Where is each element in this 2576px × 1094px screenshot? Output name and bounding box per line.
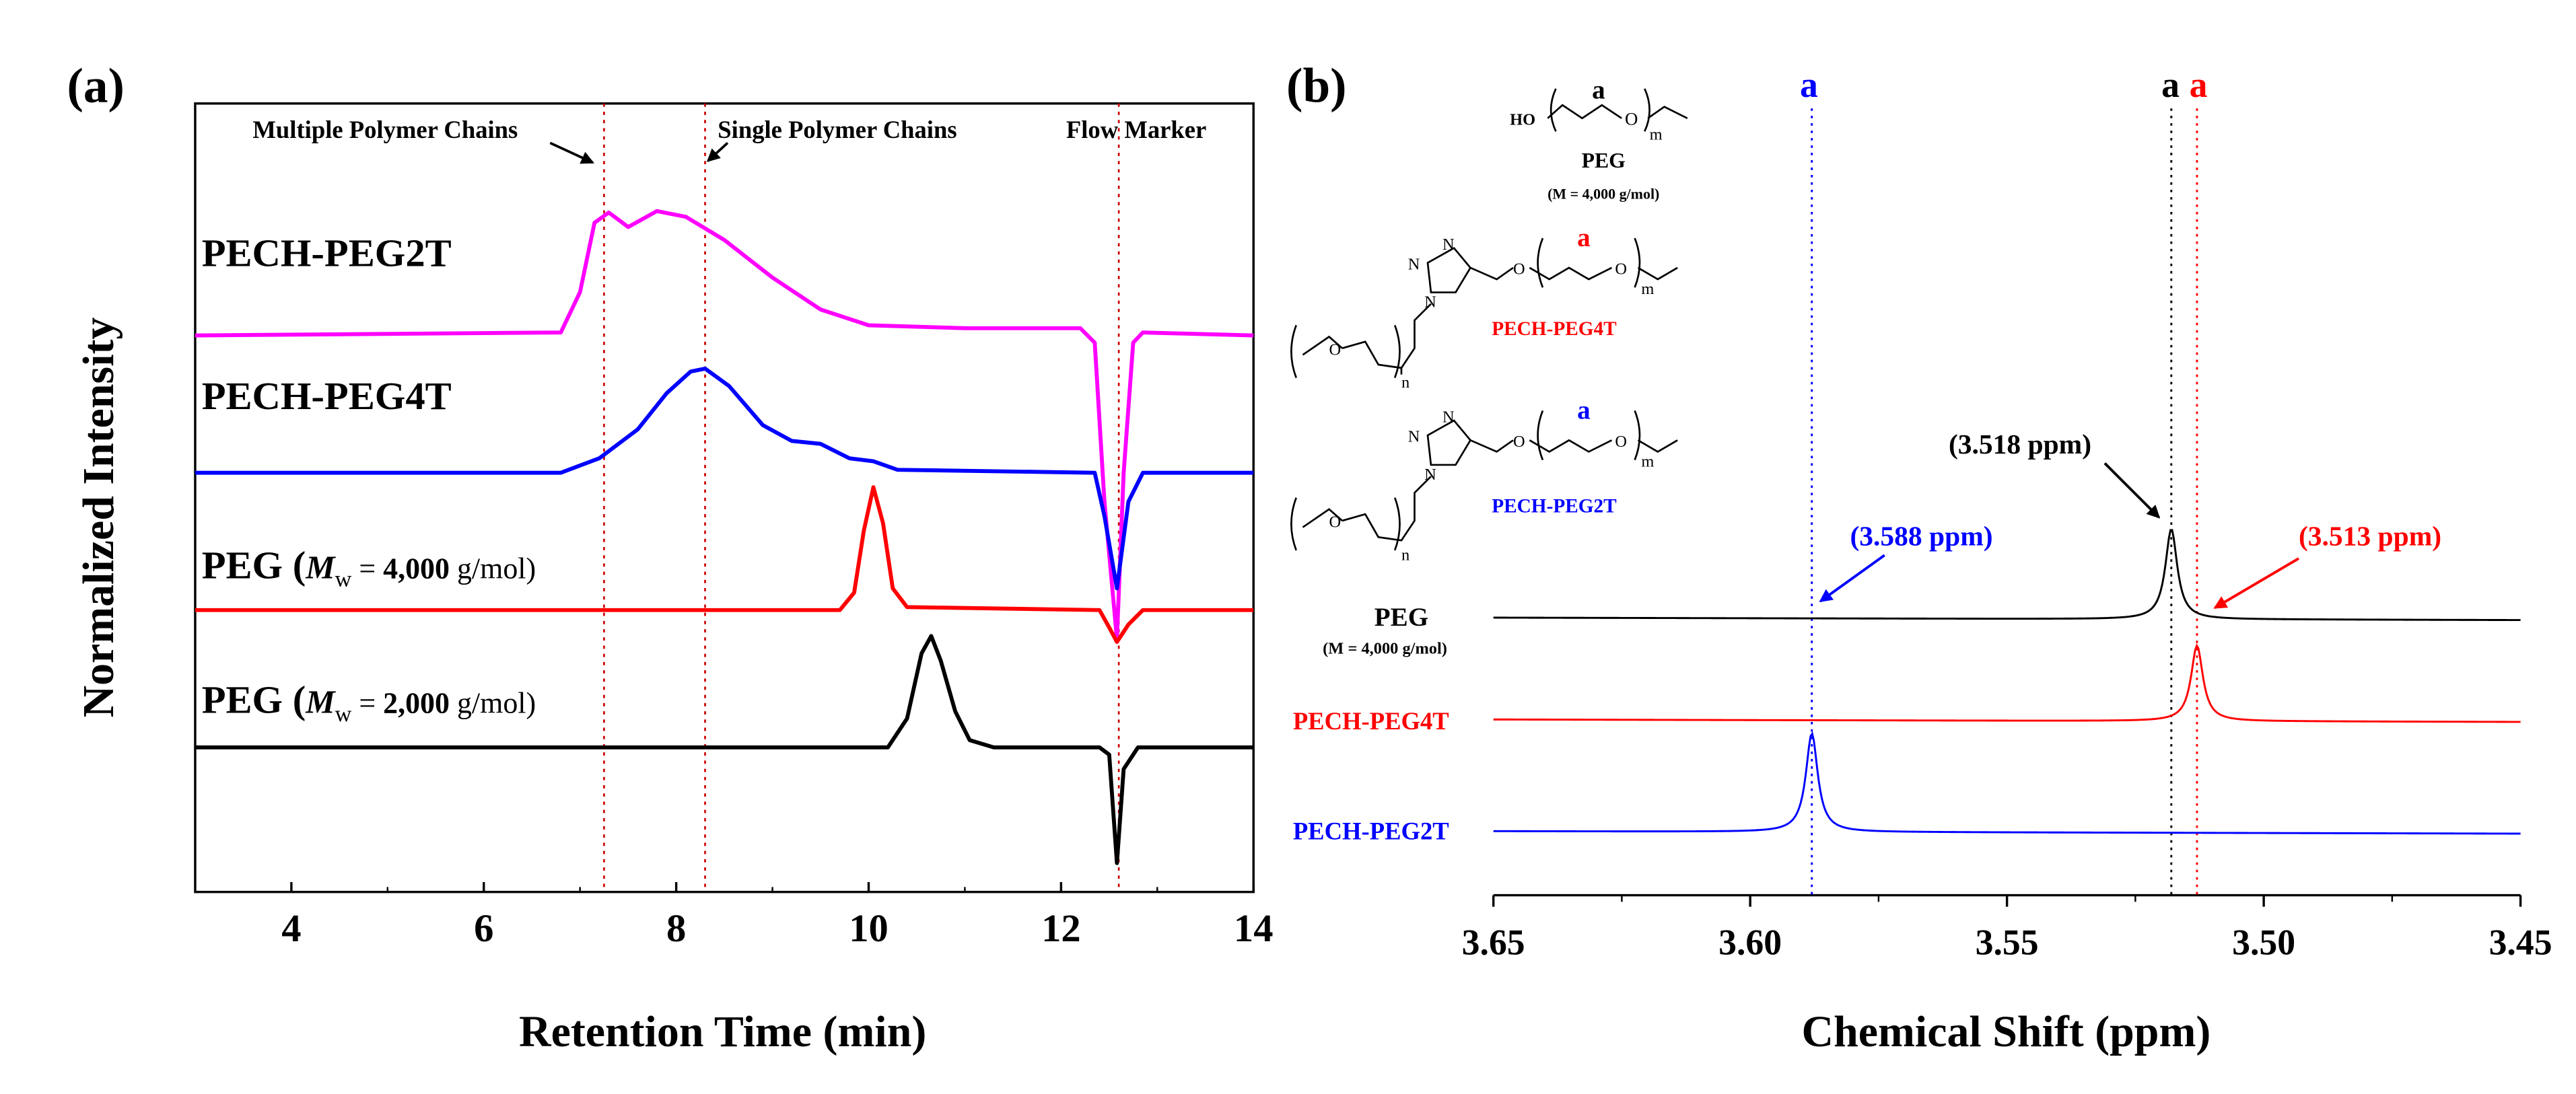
panel-a: (a) 4 6 8 10 12 14 Multiple Polymer Chains Si… [67,58,1274,1056]
flow-marker-label: Flow Marker [1066,116,1206,143]
structure-peg2t-n1: N [1408,428,1420,446]
trace-line [195,485,1254,645]
structure-peg2t-triazole [1426,419,1472,466]
x-tick-label: 3.45 [2489,922,2552,962]
panel-a-markers [603,103,1120,892]
structure-peg2t-a: a [1577,396,1591,425]
panel-b-label: (b) [1286,58,1347,112]
structure-peg2t-n2: N [1442,408,1455,426]
structure-peg2t-backbone-brackets [1290,497,1401,551]
structure-peg: HO O a m PEG (M = 4,000 g/mol) [1510,75,1688,202]
label-peg-4000: PEG (Mw = 4,000 g/mol) [202,543,536,591]
trace-line [195,634,1254,865]
ppm-3513-label: (3.513 ppm) [2299,521,2441,552]
label-pech-peg4t: PECH-PEG4T [202,374,452,418]
structure-peg2t-o1: O [1513,433,1525,451]
x-tick-label: 6 [474,906,493,950]
structure-peg2t-chain [1469,439,1678,453]
x-tick-label: 4 [281,906,301,950]
structure-peg2t-brackets [1537,410,1641,461]
structure-peg4t-triazole [1426,246,1472,293]
structure-peg4t-chain [1469,266,1678,281]
label-b-pech-peg2t: PECH-PEG2T [1293,817,1449,845]
structure-peg-ho: HO [1510,111,1535,129]
structure-peg4t-a: a [1577,223,1591,252]
panel-a-traces [195,209,1254,865]
trace-line [1493,643,2521,723]
structure-peg-bonds [1547,104,1688,120]
x-tick-label: 3.65 [1462,922,1525,962]
ppm-3588-label: (3.588 ppm) [1850,521,1992,552]
label-b-peg: PEG [1374,603,1428,632]
panel-b-x-ticks: 3.65 3.60 3.55 3.50 3.45 [1462,895,2552,962]
structure-peg-m: m [1650,126,1663,144]
panel-a-label: (a) [67,58,125,112]
x-tick-label: 3.55 [1976,922,2039,962]
panel-b-traces [1493,529,2521,835]
structure-peg2t-m: m [1641,452,1654,470]
multiple-chains-arrow [549,141,594,164]
structure-pech-peg2t: N N N O O a m O n PECH-PEG2T [1290,396,1678,564]
panel-b-x-axis-title: Chemical Shift (ppm) [1802,1007,2211,1056]
x-tick-label: 14 [1234,906,1274,950]
panel-a-x-axis-title: Retention Time (min) [519,1007,926,1056]
structure-peg-mw: (M = 4,000 g/mol) [1547,185,1659,202]
x-tick-label: 3.50 [2232,922,2295,962]
structure-peg4t-n2: N [1442,235,1455,254]
ppm-3588-arrow [1819,554,1885,603]
trace-line [1493,529,2521,622]
x-tick-label: 10 [849,906,889,950]
structure-peg4t-n: n [1401,373,1409,392]
structure-peg-o: O [1625,109,1638,129]
trace-line [195,366,1254,591]
single-chains-arrow [706,142,729,162]
label-b-peg-mw: (M = 4,000 g/mol) [1323,640,1447,658]
x-tick-label: 3.60 [1718,922,1782,962]
ppm-3518-label: (3.518 ppm) [1949,429,2091,460]
ppm-3513-arrow [2213,557,2299,610]
structure-peg4t-o1: O [1513,260,1525,279]
structure-peg2t-o2: O [1615,433,1627,451]
trace-line [1493,731,2521,835]
structure-peg4t-backbone-brackets [1290,324,1401,379]
panel-b: (b) 3.65 3.60 3.55 3.50 3.45 a a a (3.588 pp… [1286,58,2552,1056]
structure-peg2t-name: PECH-PEG2T [1492,496,1617,517]
panel-a-frame [194,102,1255,894]
x-tick-label: 8 [666,906,686,950]
panel-a-y-axis-title: Normalized Intensity [74,318,123,718]
x-tick-label: 12 [1041,906,1081,950]
structure-peg4t-o2: O [1615,260,1627,279]
structure-peg2t-n: n [1401,546,1409,564]
label-peg-2000: PEG (Mw = 2,000 g/mol) [202,678,536,727]
structure-pech-peg4t: N N N O O a m O n PECH-PEG4T [1290,223,1678,392]
multiple-chains-label: Multiple Polymer Chains [252,116,518,143]
peak-letter-red: a [2190,65,2208,105]
structure-peg-a: a [1592,75,1605,104]
label-b-pech-peg4t: PECH-PEG4T [1293,707,1449,735]
trace-line [195,209,1254,641]
structure-peg4t-n1: N [1408,255,1420,273]
single-chains-label: Single Polymer Chains [718,116,956,143]
panel-a-x-ticks: 4 6 8 10 12 14 [194,882,1274,950]
structure-peg4t-m: m [1641,280,1654,298]
structure-peg4t-name: PECH-PEG4T [1492,318,1617,340]
structure-peg4t-o3: O [1329,340,1342,359]
ppm-3518-arrow [2103,462,2161,519]
structure-peg4t-backbone [1302,303,1432,375]
peak-letter-black: a [2161,65,2180,105]
label-pech-peg2t: PECH-PEG2T [202,231,452,275]
structure-peg2t-o3: O [1329,513,1342,532]
structure-peg4t-brackets [1537,238,1641,288]
structure-peg-brackets [1550,88,1650,132]
peak-letter-blue: a [1800,65,1818,105]
structure-peg2t-backbone [1302,476,1432,542]
panel-b-markers [1811,108,2198,896]
structure-peg-name: PEG [1582,149,1626,172]
